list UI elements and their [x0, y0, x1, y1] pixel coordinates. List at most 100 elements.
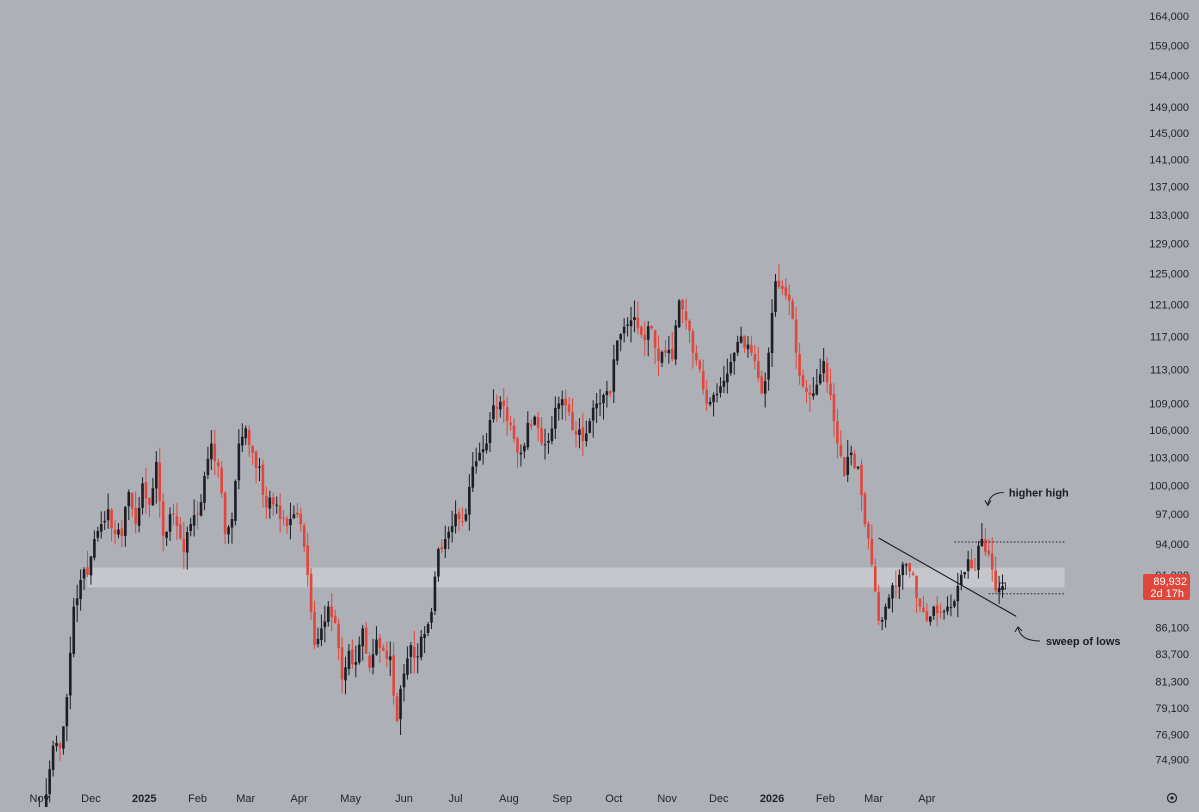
candle-body — [681, 300, 684, 310]
candle-body — [612, 359, 616, 392]
candle — [151, 477, 155, 506]
candle-body — [268, 497, 272, 509]
candle — [671, 331, 674, 362]
candle — [141, 477, 144, 515]
candle-body — [278, 505, 282, 520]
candle-body — [547, 440, 550, 443]
y-tick-label: 83,700 — [1155, 649, 1189, 661]
candle — [161, 493, 165, 552]
candle-body — [732, 352, 736, 362]
candle-body — [715, 393, 719, 396]
y-tick-label: 100,000 — [1149, 480, 1189, 492]
candle-body — [378, 637, 382, 649]
candle-body — [155, 461, 158, 489]
candle-body — [413, 646, 416, 658]
candle — [347, 644, 351, 676]
candle — [247, 425, 251, 457]
candle — [825, 356, 829, 394]
candle-body — [254, 451, 258, 468]
candle — [726, 358, 729, 394]
candle — [223, 490, 227, 545]
y-tick-label: 113,000 — [1150, 364, 1189, 376]
candle — [719, 377, 722, 398]
candle — [805, 379, 808, 403]
last-price-marker — [999, 582, 1006, 590]
candle-body — [289, 518, 292, 526]
candle-body — [973, 569, 977, 571]
candle — [292, 505, 296, 519]
candle — [371, 638, 375, 675]
annotation-sweep-of-lows: sweep of lows — [1046, 636, 1121, 648]
candle-body — [306, 545, 309, 575]
candle — [499, 395, 502, 418]
candle — [316, 627, 320, 648]
candle-body — [320, 628, 323, 641]
candle — [560, 390, 564, 420]
candle — [430, 607, 433, 630]
y-tick-label: 129,000 — [1149, 239, 1189, 251]
candle — [746, 336, 750, 358]
candle — [760, 370, 764, 395]
candle-body — [51, 745, 55, 770]
gear-icon[interactable] — [1166, 792, 1178, 804]
candle-body — [873, 566, 877, 592]
candle-body — [554, 407, 557, 429]
candle — [447, 526, 450, 550]
candle — [884, 603, 887, 628]
last-price-badge-bg — [1143, 574, 1190, 601]
candle — [89, 555, 93, 585]
candle — [227, 525, 230, 544]
candle-body — [908, 563, 911, 572]
candle-body — [640, 326, 643, 335]
candle-body — [93, 539, 96, 558]
candle-body — [932, 606, 936, 616]
x-tick-label: Oct — [605, 793, 622, 805]
price-axis[interactable]: 164,000 159,000 154,000 149,000 145,000 141,0… — [1143, 11, 1190, 767]
candle — [457, 508, 461, 532]
candle — [113, 519, 117, 545]
candle-body — [426, 624, 430, 633]
candle-body — [801, 375, 805, 387]
candle-body — [399, 688, 402, 720]
candle-body — [447, 531, 450, 539]
candle — [210, 430, 213, 470]
candle — [688, 319, 691, 344]
candle — [877, 584, 880, 625]
candle-body — [571, 411, 574, 431]
candle — [622, 318, 626, 343]
candle — [72, 597, 76, 658]
candle — [660, 350, 664, 368]
trendline[interactable] — [878, 537, 1017, 617]
candle-body — [120, 528, 124, 536]
candle — [557, 396, 561, 421]
bar-countdown: 2d 17h — [1150, 588, 1184, 600]
candle-body — [333, 615, 337, 623]
candle-body — [701, 370, 705, 390]
candle-body — [392, 655, 395, 696]
candle — [949, 594, 953, 617]
candle-body — [870, 539, 874, 565]
candle — [103, 511, 106, 531]
candle — [426, 622, 430, 637]
candle-body — [812, 393, 815, 397]
settings-button[interactable] — [1166, 792, 1178, 804]
time-axis[interactable]: Nov Dec 2025 Feb Mar Apr May Jun Jul Aug Sep Oct Nov… — [30, 793, 936, 805]
candle — [402, 664, 406, 702]
candle-body — [103, 520, 106, 523]
candle — [179, 516, 182, 540]
candle-body — [784, 287, 788, 296]
candle — [268, 490, 272, 519]
candle — [265, 486, 268, 519]
y-tick-label: 137,000 — [1149, 182, 1189, 194]
x-tick-label: Mar — [864, 793, 883, 805]
candle-body — [437, 549, 440, 577]
candle-body — [533, 416, 536, 425]
candle-body — [316, 638, 320, 645]
candle — [213, 430, 217, 476]
candle-body — [72, 606, 76, 654]
candle-body — [117, 529, 120, 535]
candle-body — [357, 644, 361, 663]
candle — [155, 451, 158, 504]
